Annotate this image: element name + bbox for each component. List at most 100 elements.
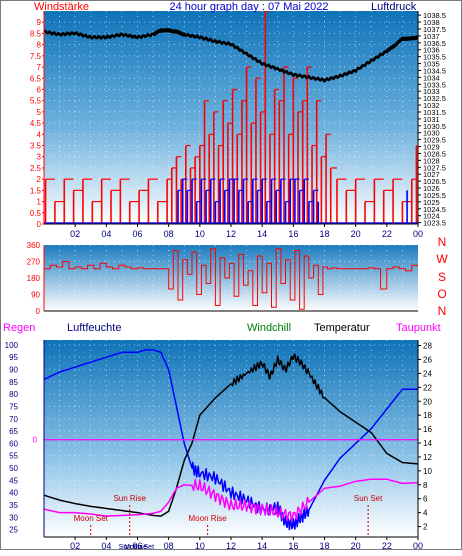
legend-dewpoint: Taupunkt	[396, 322, 441, 334]
pressure-tick-label: 1037	[423, 32, 440, 41]
pressure-tick-label: 1036	[423, 46, 440, 55]
x-tick-label: 04	[101, 541, 111, 551]
pressure-tick-label: 1028	[423, 156, 440, 165]
pressure-tick-label: 1029.5	[423, 136, 446, 145]
pressure-tick-label: 1028.5	[423, 149, 446, 158]
humidity-tick-label: 30	[9, 513, 18, 522]
pressure-tick-label: 1031.5	[423, 108, 446, 117]
humidity-tick-label: 45	[9, 476, 18, 485]
humidity-line	[44, 349, 418, 531]
humidity-tick-label: 65	[9, 427, 18, 436]
x-tick-label: 06	[132, 229, 142, 239]
temperature-tick-label: 14	[423, 439, 432, 448]
x-tick-label: 18	[319, 229, 329, 239]
wind-speed-tick-label: 4	[37, 130, 42, 139]
pressure-tick-label: 1029	[423, 143, 440, 152]
event-marker-label: Moon Rise	[189, 514, 228, 523]
humidity-axis-title: Luftfeuchte	[67, 322, 121, 334]
legend-temperature: Temperatur	[314, 322, 370, 334]
pressure-tick-label: 1024.5	[423, 205, 446, 214]
x-tick-label: 06	[132, 541, 142, 551]
pressure-tick-label: 1032.5	[423, 94, 446, 103]
pressure-tick-label: 1033.5	[423, 80, 446, 89]
pressure-tick-label: 1038	[423, 18, 440, 27]
pressure-tick-label: 1023.5	[423, 219, 446, 228]
event-marker-label: Sun Rise	[113, 494, 146, 503]
x-tick-label: 12	[226, 229, 236, 239]
compass-letter: S	[438, 270, 446, 284]
wind-speed-tick-label: 2.5	[30, 164, 42, 173]
wind-speed-tick-label: 5.5	[30, 97, 42, 106]
wind-direction-plot-area	[44, 245, 418, 311]
wind-speed-tick-label: 6.5	[30, 74, 42, 83]
humidity-tick-label: 75	[9, 402, 18, 411]
pressure-tick-label: 1026	[423, 184, 440, 193]
pressure-tick-label: 1037.5	[423, 25, 446, 34]
x-tick-label: 20	[351, 229, 361, 239]
event-marker-label: Sun Set	[354, 494, 383, 503]
pressure-tick-label: 1031	[423, 115, 440, 124]
wind-speed-tick-label: 6	[37, 85, 42, 94]
x-tick-label: 14	[257, 229, 267, 239]
x-tick-label: 12	[226, 541, 236, 551]
wind-speed-tick-label: 3	[37, 153, 42, 162]
x-tick-label: 22	[382, 229, 392, 239]
compass-letter: O	[437, 287, 446, 301]
temperature-tick-label: 6	[423, 495, 428, 504]
dewpoint-line	[44, 478, 418, 523]
humidity-tick-label: 55	[9, 452, 18, 461]
wind-speed-tick-label: 4.5	[30, 119, 42, 128]
pressure-tick-label: 1026.5	[423, 177, 446, 186]
temperature-tick-label: 24	[423, 369, 432, 378]
humidity-tick-label: 40	[9, 489, 18, 498]
wind-speed-tick-label: 1	[37, 198, 42, 207]
pressure-tick-label: 1032	[423, 101, 440, 110]
humidity-tick-label: 100	[5, 341, 19, 350]
humidity-tick-label: 80	[9, 390, 18, 399]
wind-speed-tick-label: 9	[37, 18, 42, 27]
temperature-tick-label: 16	[423, 425, 432, 434]
pressure-tick-label: 1024	[423, 212, 440, 221]
wind-direction-tick-label: 180	[27, 274, 41, 283]
wind-pressure-series	[44, 11, 418, 224]
wind-direction-line	[44, 248, 418, 310]
pressure-axis-title: Luftdruck	[371, 1, 417, 13]
pressure-line	[44, 27, 418, 83]
humidity-temperature-series	[44, 349, 418, 531]
wind-pressure-plot-area	[44, 11, 418, 224]
wind-speed-tick-label: 7.5	[30, 52, 42, 61]
x-tick-label: 04	[101, 229, 111, 239]
x-tick-label: 10	[195, 541, 205, 551]
wind-speed-tick-label: 1.5	[30, 186, 42, 195]
x-tick-label: 18	[319, 541, 329, 551]
wind-direction-tick-label: 360	[27, 241, 41, 250]
wind-speed-axis-title: Windstärke	[34, 1, 89, 13]
grid-layer	[44, 11, 418, 537]
temperature-tick-label: 2	[423, 523, 428, 532]
x-tick-label: 22	[382, 541, 392, 551]
rain-tick-label: 0	[33, 436, 38, 445]
wind-speed-tick-label: 5	[37, 108, 42, 117]
x-tick-label: 20	[351, 541, 361, 551]
wind-speed-tick-label: 2	[37, 175, 42, 184]
pressure-tick-label: 1027	[423, 170, 440, 179]
wind-direction-series	[44, 248, 418, 310]
pressure-tick-label: 1034.5	[423, 66, 446, 75]
below-axis-sunrise-label: Sun Rise	[119, 544, 148, 551]
wind-speed-tick-label: 3.5	[30, 142, 42, 151]
wind-speed-tick-label: 8.5	[30, 29, 42, 38]
compass-letter: N	[438, 235, 447, 249]
wind-speed-tick-label: 8	[37, 41, 42, 50]
humidity-tick-label: 25	[9, 526, 18, 535]
below-axis-moonset-label: Moon Set	[124, 544, 154, 551]
temperature-tick-label: 26	[423, 355, 432, 364]
x-tick-label: 16	[288, 229, 298, 239]
x-tick-label: 16	[288, 541, 298, 551]
legend-windchill: Windchill	[247, 322, 291, 334]
temperature-tick-label: 4	[423, 509, 428, 518]
wind-direction-tick-label: 0	[36, 307, 41, 316]
pressure-tick-label: 1025	[423, 198, 440, 207]
pressure-tick-label: 1033	[423, 87, 440, 96]
